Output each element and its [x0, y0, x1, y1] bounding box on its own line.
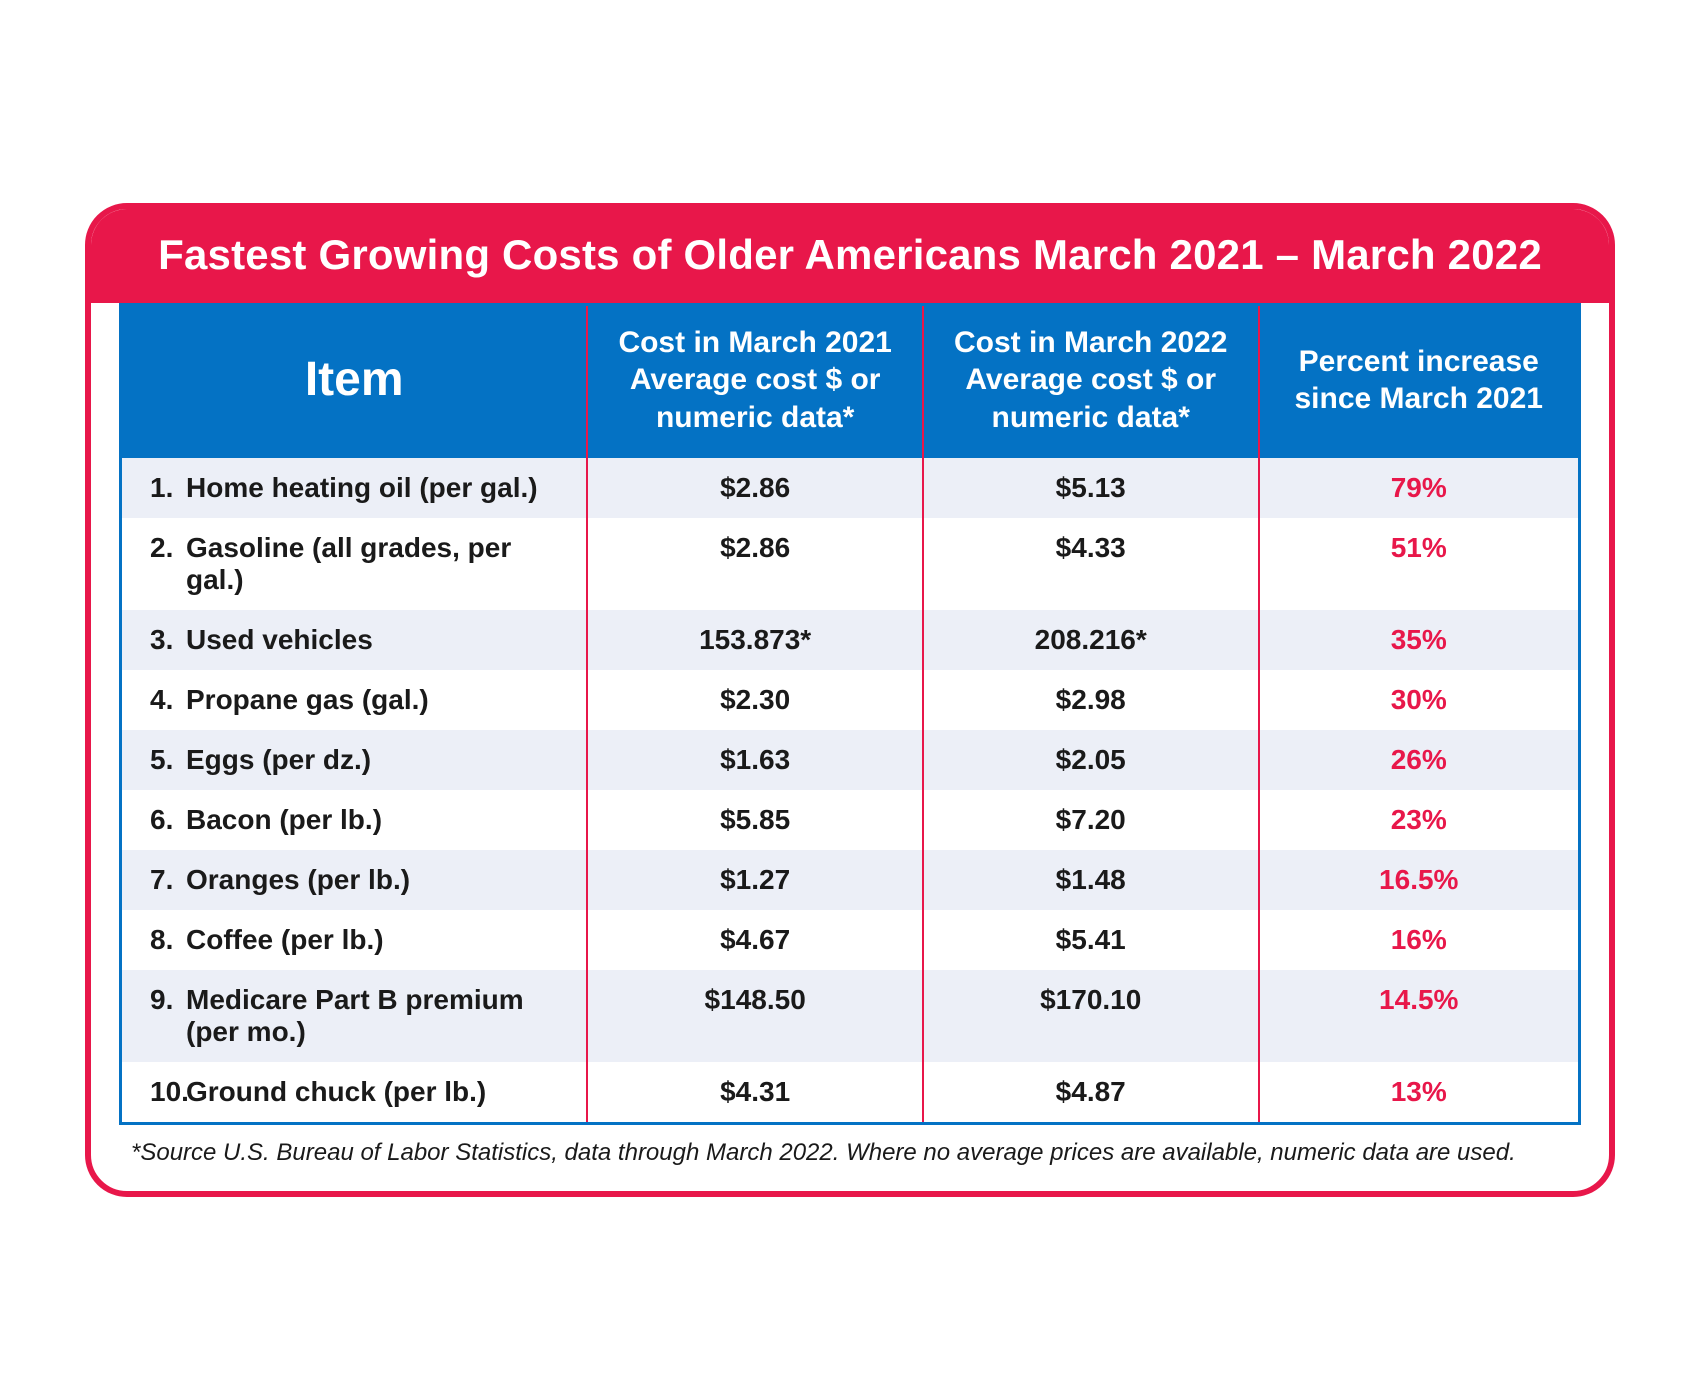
row-number: 4.	[150, 684, 186, 716]
header-pct: Percent increase since March 2021	[1259, 304, 1580, 458]
table-row: 1.Home heating oil (per gal.)$2.86$5.137…	[121, 458, 1580, 518]
cell-cost-2021: $2.86	[587, 518, 923, 610]
table-row: 7.Oranges (per lb.)$1.27$1.4816.5%	[121, 850, 1580, 910]
row-label: Coffee (per lb.)	[186, 924, 384, 956]
row-number: 1.	[150, 472, 186, 504]
table-row: 9.Medicare Part B premium (per mo.)$148.…	[121, 970, 1580, 1062]
row-number: 5.	[150, 744, 186, 776]
cell-cost-2021: $4.67	[587, 910, 923, 970]
row-label: Eggs (per dz.)	[186, 744, 371, 776]
row-label: Oranges (per lb.)	[186, 864, 410, 896]
title-bar: Fastest Growing Costs of Older Americans…	[91, 209, 1609, 303]
cell-cost-2022: $170.10	[923, 970, 1259, 1062]
cell-cost-2021: $2.86	[587, 458, 923, 518]
cell-cost-2022: $5.13	[923, 458, 1259, 518]
table-row: 2.Gasoline (all grades, per gal.)$2.86$4…	[121, 518, 1580, 610]
row-label: Gasoline (all grades, per gal.)	[186, 532, 546, 596]
header-cost-2022: Cost in March 2022 Average cost $ or num…	[923, 304, 1259, 458]
cell-cost-2021: 153.873*	[587, 610, 923, 670]
cell-cost-2021: $1.27	[587, 850, 923, 910]
cell-item: 5.Eggs (per dz.)	[121, 730, 588, 790]
cell-percent: 30%	[1259, 670, 1580, 730]
cell-percent: 14.5%	[1259, 970, 1580, 1062]
table-row: 3.Used vehicles153.873*208.216*35%	[121, 610, 1580, 670]
header-cost-2021: Cost in March 2021 Average cost $ or num…	[587, 304, 923, 458]
title-text: Fastest Growing Costs of Older Americans…	[158, 231, 1542, 278]
row-number: 3.	[150, 624, 186, 656]
cell-cost-2021: $1.63	[587, 730, 923, 790]
cell-item: 9.Medicare Part B premium (per mo.)	[121, 970, 588, 1062]
table-row: 10.Ground chuck (per lb.)$4.31$4.8713%	[121, 1062, 1580, 1124]
cell-percent: 35%	[1259, 610, 1580, 670]
cell-percent: 16.5%	[1259, 850, 1580, 910]
cell-cost-2022: $7.20	[923, 790, 1259, 850]
cell-percent: 23%	[1259, 790, 1580, 850]
cell-cost-2022: $4.33	[923, 518, 1259, 610]
cell-cost-2021: $4.31	[587, 1062, 923, 1124]
table-wrapper: Item Cost in March 2021 Average cost $ o…	[91, 303, 1609, 1126]
cell-item: 10.Ground chuck (per lb.)	[121, 1062, 588, 1124]
table-row: 6.Bacon (per lb.)$5.85$7.2023%	[121, 790, 1580, 850]
cell-item: 1.Home heating oil (per gal.)	[121, 458, 588, 518]
table-head: Item Cost in March 2021 Average cost $ o…	[121, 304, 1580, 458]
cell-percent: 79%	[1259, 458, 1580, 518]
row-number: 10.	[150, 1076, 186, 1108]
cell-item: 6.Bacon (per lb.)	[121, 790, 588, 850]
cell-item: 8.Coffee (per lb.)	[121, 910, 588, 970]
cell-percent: 26%	[1259, 730, 1580, 790]
cell-cost-2022: $2.98	[923, 670, 1259, 730]
cell-item: 7.Oranges (per lb.)	[121, 850, 588, 910]
cell-percent: 13%	[1259, 1062, 1580, 1124]
footnote: *Source U.S. Bureau of Labor Statistics,…	[91, 1125, 1609, 1173]
cell-percent: 51%	[1259, 518, 1580, 610]
cell-cost-2022: $2.05	[923, 730, 1259, 790]
row-label: Ground chuck (per lb.)	[186, 1076, 486, 1108]
cell-cost-2021: $148.50	[587, 970, 923, 1062]
card-container: Fastest Growing Costs of Older Americans…	[85, 203, 1615, 1198]
table-row: 4.Propane gas (gal.)$2.30$2.9830%	[121, 670, 1580, 730]
cell-cost-2022: $4.87	[923, 1062, 1259, 1124]
cell-cost-2021: $5.85	[587, 790, 923, 850]
cell-percent: 16%	[1259, 910, 1580, 970]
cell-cost-2022: 208.216*	[923, 610, 1259, 670]
cell-item: 4.Propane gas (gal.)	[121, 670, 588, 730]
row-label: Home heating oil (per gal.)	[186, 472, 538, 504]
row-number: 2.	[150, 532, 186, 564]
cell-cost-2022: $1.48	[923, 850, 1259, 910]
row-number: 9.	[150, 984, 186, 1016]
table-row: 8.Coffee (per lb.)$4.67$5.4116%	[121, 910, 1580, 970]
row-label: Bacon (per lb.)	[186, 804, 382, 836]
row-label: Medicare Part B premium (per mo.)	[186, 984, 546, 1048]
costs-table: Item Cost in March 2021 Average cost $ o…	[119, 303, 1581, 1126]
table-body: 1.Home heating oil (per gal.)$2.86$5.137…	[121, 458, 1580, 1124]
row-number: 6.	[150, 804, 186, 836]
cell-cost-2022: $5.41	[923, 910, 1259, 970]
header-item: Item	[121, 304, 588, 458]
row-label: Propane gas (gal.)	[186, 684, 429, 716]
table-row: 5.Eggs (per dz.)$1.63$2.0526%	[121, 730, 1580, 790]
row-number: 7.	[150, 864, 186, 896]
cell-item: 2.Gasoline (all grades, per gal.)	[121, 518, 588, 610]
row-label: Used vehicles	[186, 624, 373, 656]
cell-item: 3.Used vehicles	[121, 610, 588, 670]
cell-cost-2021: $2.30	[587, 670, 923, 730]
row-number: 8.	[150, 924, 186, 956]
